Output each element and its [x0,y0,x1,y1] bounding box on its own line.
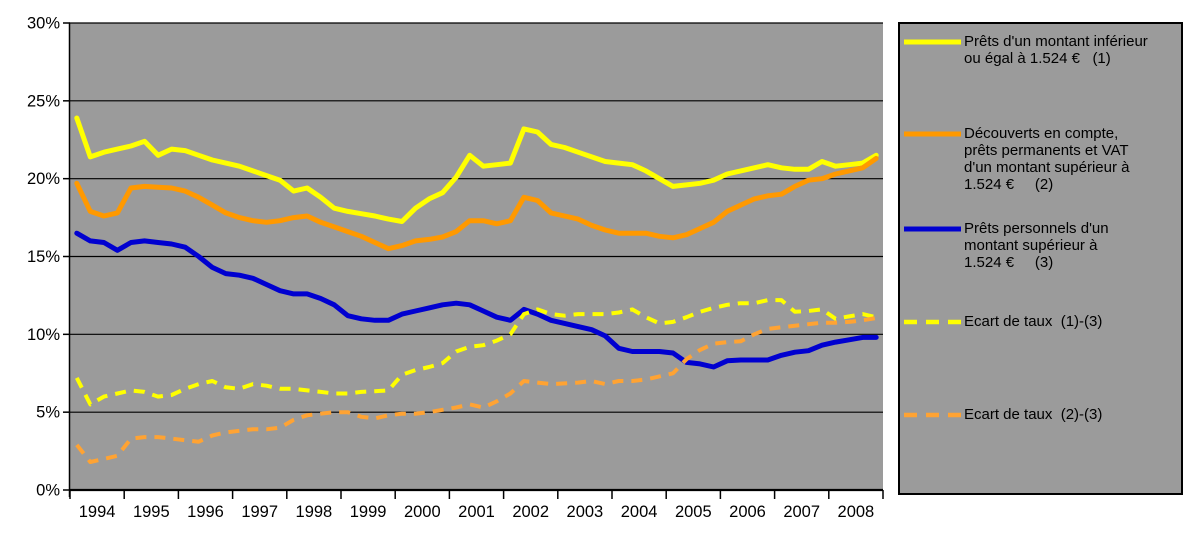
legend-label-line: Découverts en compte, [964,125,1119,142]
y-axis-label: 5% [36,404,60,422]
x-axis-label: 1995 [133,503,170,521]
legend-item-ecart-2-3: Ecart de taux (2)-(3) [903,406,1102,423]
legend-label-line: Ecart de taux (1)-(3) [964,313,1103,330]
legend-swatch-dashed-yellow [904,319,961,325]
legend-label: Ecart de taux (2)-(3) [964,406,1102,423]
legend-label-line: d'un montant supérieur à [964,159,1130,176]
legend-label-line: Prêts d'un montant inférieur [964,33,1148,50]
series-line-3 [74,230,879,370]
legend-swatch-solid-orange [904,131,961,137]
x-axis-label: 1994 [79,503,116,521]
series-line-5 [75,316,877,464]
legend-label-line: montant supérieur à [964,237,1098,254]
chart-legend: Prêts d'un montant inférieur ou égal à 1… [898,22,1183,495]
legend-label-line: ou égal à 1.524 € (1) [964,50,1111,67]
legend-label-line: prêts permanents et VAT [964,142,1129,159]
legend-item-prets-personnels: Prêts personnels d'un montant supérieur … [903,220,1109,271]
legend-label: Prêts d'un montant inférieur ou égal à 1… [964,33,1148,67]
y-axis-label: 10% [27,326,60,344]
x-axis-label: 1997 [241,503,278,521]
x-axis-label: 1999 [350,503,387,521]
legend-swatch-dashed-orange [904,412,961,418]
x-axis-label: 2001 [458,503,495,521]
series-line-2 [74,155,879,252]
legend-label: Prêts personnels d'un montant supérieur … [964,220,1109,271]
y-axis-label: 25% [27,92,60,110]
x-axis-label: 2002 [512,503,549,521]
y-axis-label: 0% [36,482,60,500]
x-axis-label: 2005 [675,503,712,521]
x-axis-label: 2004 [621,503,658,521]
x-axis-label: 1998 [296,503,333,521]
legend-label-line: 1.524 € (2) [964,176,1054,193]
legend-label: Ecart de taux (1)-(3) [964,313,1102,330]
legend-label-line: Ecart de taux (2)-(3) [964,406,1103,423]
axis-labels-layer: 0% 5% 10% 15% 20% 25% 30% 1994 1995 1996 1997 1998 1… [27,15,874,522]
axes-layer [63,22,884,499]
legend-label-line: 1.524 € (3) [964,254,1054,271]
legend-item-ecart-1-3: Ecart de taux (1)-(3) [903,313,1102,330]
y-axis-label: 20% [27,170,60,188]
x-axis-label: 1996 [187,503,224,521]
x-axis-label: 2008 [838,503,875,521]
x-axis-label: 2007 [783,503,820,521]
x-axis-label: 2006 [729,503,766,521]
legend-item-prets-inferieurs: Prêts d'un montant inférieur ou égal à 1… [903,33,1148,67]
series-line-1 [74,115,879,224]
gridlines-layer [69,22,883,413]
y-axis-label: 30% [27,15,60,33]
y-axis-label: 15% [27,248,60,266]
x-axis-label: 2003 [567,503,604,521]
legend-label: Découverts en compte, prêts permanents e… [964,125,1129,193]
series-line-4 [75,298,877,407]
legend-label-line: Prêts personnels d'un [964,220,1109,237]
legend-item-decouverts: Découverts en compte, prêts permanents e… [903,125,1129,193]
x-axis-label: 2000 [404,503,441,521]
legend-swatch-solid-yellow [904,39,961,45]
series-layer [74,115,879,464]
legend-swatch-solid-blue [904,226,961,232]
